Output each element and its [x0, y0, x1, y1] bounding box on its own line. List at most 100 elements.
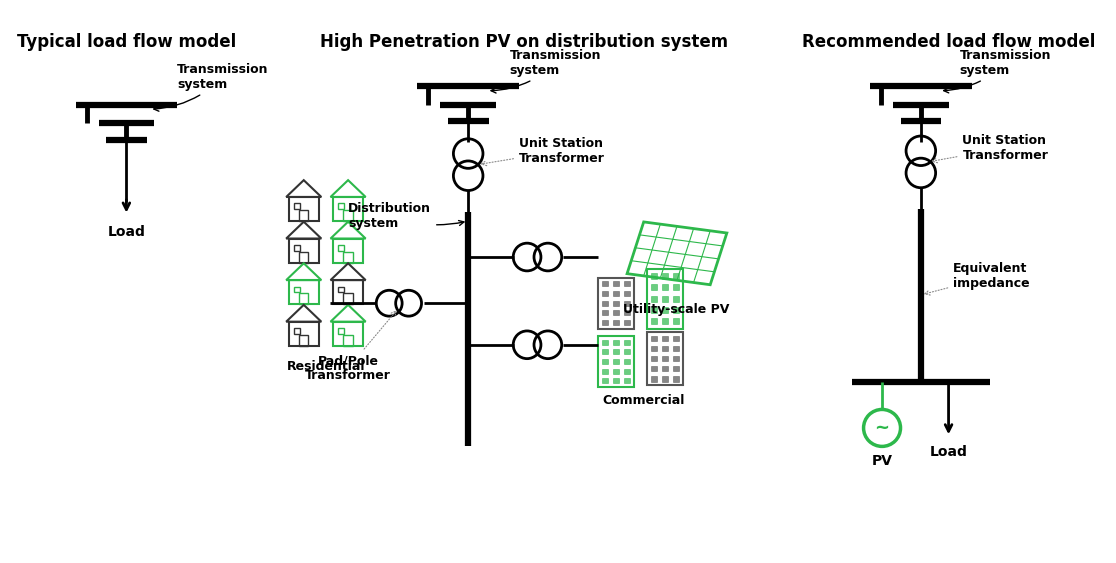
Bar [651, 272, 656, 279]
Bar [613, 320, 618, 325]
Bar [625, 310, 631, 315]
Text: Utility-scale PV: Utility-scale PV [623, 303, 729, 316]
Text: PV: PV [872, 454, 893, 468]
Bar [613, 369, 618, 374]
Text: Commercial: Commercial [603, 394, 685, 406]
Bar [294, 287, 300, 292]
Bar [662, 319, 667, 324]
Bar [338, 245, 345, 251]
Bar [673, 284, 679, 290]
Bar [338, 203, 345, 209]
Bar [625, 369, 631, 374]
Bar [673, 346, 679, 351]
Bar [651, 366, 656, 372]
Bar [598, 336, 634, 387]
Text: Recommended load flow model: Recommended load flow model [802, 33, 1095, 51]
Bar [602, 310, 607, 315]
Bar [602, 378, 607, 383]
Bar [651, 319, 656, 324]
Bar [289, 280, 318, 304]
Bar [613, 291, 618, 296]
Text: Equivalent
impedance: Equivalent impedance [925, 262, 1030, 295]
Bar [673, 366, 679, 372]
Bar [299, 293, 308, 304]
Bar [334, 197, 363, 221]
Bar [289, 239, 318, 262]
Bar [294, 245, 300, 251]
Bar [289, 321, 318, 346]
Bar [338, 328, 345, 334]
Bar [289, 197, 318, 221]
Bar [598, 278, 634, 329]
Bar [602, 339, 607, 345]
Text: Pad/Pole
Transformer: Pad/Pole Transformer [305, 311, 396, 382]
Bar [602, 320, 607, 325]
Bar [344, 335, 353, 346]
Bar [613, 301, 618, 306]
Bar [625, 301, 631, 306]
Bar [651, 376, 656, 382]
Bar [294, 328, 300, 334]
Bar [613, 282, 618, 287]
Bar [602, 359, 607, 364]
Bar [662, 366, 667, 372]
Bar [651, 296, 656, 302]
Bar [294, 203, 300, 209]
Bar [613, 339, 618, 345]
Bar [334, 280, 363, 304]
Bar [625, 359, 631, 364]
Bar [673, 336, 679, 341]
Bar [602, 291, 607, 296]
Bar [673, 307, 679, 313]
Bar [651, 356, 656, 361]
Bar [651, 346, 656, 351]
Text: Transmission
system: Transmission system [491, 49, 602, 93]
Bar [662, 307, 667, 313]
Text: Load: Load [930, 445, 968, 458]
Text: Unit Station
Transformer: Unit Station Transformer [932, 134, 1048, 163]
Bar [344, 210, 353, 221]
Bar [625, 349, 631, 354]
Bar [662, 284, 667, 290]
Bar [651, 307, 656, 313]
Text: Typical load flow model: Typical load flow model [17, 33, 235, 51]
Bar [662, 272, 667, 279]
Bar [602, 301, 607, 306]
Bar [673, 296, 679, 302]
Text: Transmission
system: Transmission system [944, 49, 1051, 93]
Bar [344, 252, 353, 262]
Bar [334, 321, 363, 346]
Text: Load: Load [107, 225, 145, 239]
Bar [651, 336, 656, 341]
Text: Transmission
system: Transmission system [154, 63, 269, 111]
Bar [673, 376, 679, 382]
Text: Distribution
system: Distribution system [348, 202, 464, 230]
Bar [662, 296, 667, 302]
Bar [651, 284, 656, 290]
Bar [299, 335, 308, 346]
Bar [613, 378, 618, 383]
Bar [647, 269, 683, 329]
Text: High Penetration PV on distribution system: High Penetration PV on distribution syst… [319, 33, 728, 51]
Bar [299, 210, 308, 221]
Bar [602, 369, 607, 374]
Bar [613, 349, 618, 354]
Bar [299, 252, 308, 262]
Bar [625, 282, 631, 287]
Bar [613, 310, 618, 315]
Bar [662, 336, 667, 341]
Text: ~: ~ [875, 419, 889, 437]
Text: Residential: Residential [287, 360, 365, 373]
Bar [602, 349, 607, 354]
Bar [625, 339, 631, 345]
Bar [625, 291, 631, 296]
Bar [673, 319, 679, 324]
Bar [625, 320, 631, 325]
Bar [673, 356, 679, 361]
Bar [344, 293, 353, 304]
Bar [602, 282, 607, 287]
Bar [647, 332, 683, 386]
Bar [662, 346, 667, 351]
Bar [625, 378, 631, 383]
Bar [613, 359, 618, 364]
